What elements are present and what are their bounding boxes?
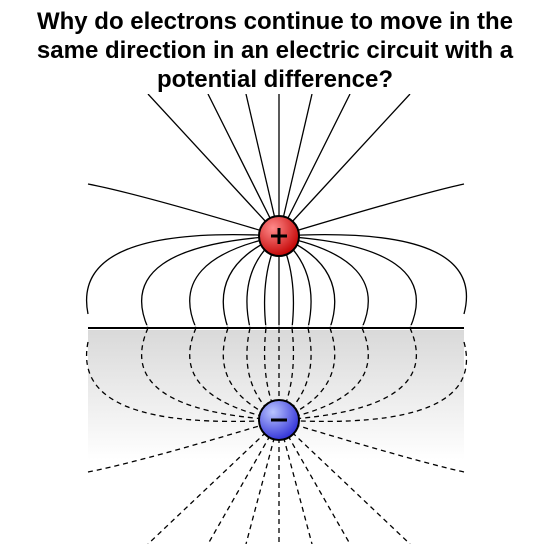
page-title: Why do electrons continue to move in the… [0, 0, 550, 94]
positive-charge [259, 216, 299, 256]
upper-field-lines [87, 94, 467, 328]
field-diagram [70, 94, 480, 544]
negative-charge [259, 400, 299, 440]
